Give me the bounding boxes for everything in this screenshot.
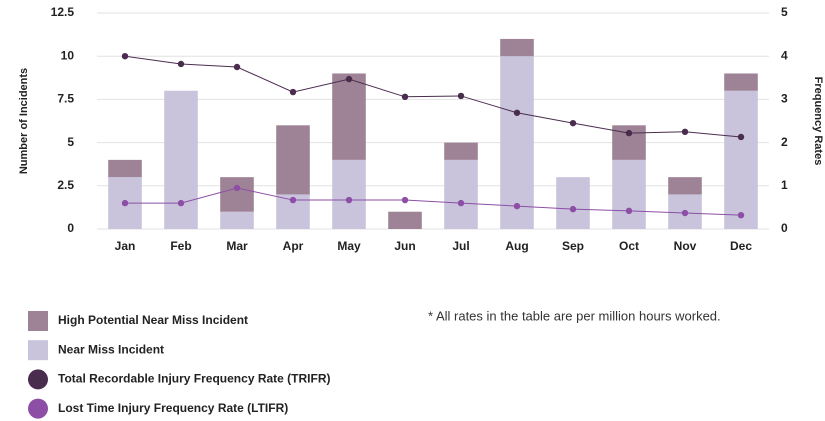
line-marker	[121, 199, 129, 207]
bar	[500, 56, 534, 230]
x-tick-label: Jul	[452, 239, 469, 253]
bar	[332, 73, 366, 160]
y-tick-label: 12.5	[51, 5, 75, 19]
line-marker	[681, 209, 689, 217]
bar	[556, 177, 590, 229]
y-axis-title: Number of Incidents	[18, 68, 30, 174]
bar	[612, 159, 646, 229]
line-marker	[401, 93, 409, 101]
legend-marker	[28, 369, 48, 390]
line-marker	[401, 196, 409, 204]
bar	[332, 159, 366, 229]
y-tick-label: 0	[67, 221, 74, 235]
line-marker	[121, 53, 129, 60]
y2-tick-label: 2	[781, 135, 788, 149]
line-marker	[737, 211, 745, 219]
line	[125, 187, 742, 216]
bar	[724, 90, 758, 229]
bar	[164, 90, 198, 229]
line-marker	[625, 207, 633, 215]
y-tick-label: 5	[67, 135, 74, 149]
y2-tick-label: 3	[781, 92, 788, 106]
line-marker	[457, 92, 465, 100]
bar	[500, 38, 534, 57]
x-tick-label: Dec	[730, 239, 752, 253]
line	[124, 55, 742, 138]
y2-axis-title: Frequency Rates	[812, 77, 824, 166]
x-tick-label: Oct	[619, 239, 639, 253]
y-tick-label: 10	[61, 48, 75, 62]
line-marker	[513, 202, 521, 210]
y-tick-label: 2.5	[57, 178, 74, 192]
line-marker	[289, 196, 297, 204]
x-tick-label: Apr	[283, 239, 304, 253]
y2-tick-label: 4	[781, 48, 788, 62]
y-tick-label: 7.5	[57, 92, 74, 106]
legend-label: High Potential Near Miss Incident	[58, 313, 248, 327]
bar	[724, 73, 758, 91]
x-tick-label: Jan	[115, 239, 136, 253]
line-marker	[737, 133, 745, 141]
line-marker	[569, 119, 577, 127]
y2-tick-label: 5	[781, 5, 788, 19]
legend-label: Near Miss Incident	[58, 342, 164, 356]
x-tick-label: Feb	[170, 239, 191, 253]
line-marker	[513, 109, 521, 116]
line-marker	[233, 63, 241, 71]
x-tick-label: Mar	[226, 239, 248, 253]
legend-label: Total Recordable Injury Frequency Rate (…	[58, 372, 330, 386]
legend-marker	[28, 398, 48, 419]
line-marker	[345, 75, 353, 83]
bar	[276, 125, 310, 195]
line-marker	[233, 184, 241, 192]
bar	[108, 159, 142, 178]
x-tick-label: Nov	[674, 239, 697, 253]
bar	[668, 177, 702, 195]
line-marker	[457, 199, 465, 207]
footnote: * All rates in the table are per million…	[428, 308, 721, 323]
bar	[220, 177, 254, 212]
y2-tick-label: 1	[781, 178, 788, 192]
line-marker	[177, 60, 185, 68]
line-marker	[569, 205, 577, 213]
line-marker	[625, 129, 633, 137]
x-tick-label: May	[337, 239, 361, 253]
legend-marker	[28, 340, 48, 361]
legend-label: Lost Time Injury Frequency Rate (LTIFR)	[58, 401, 288, 415]
line-marker	[345, 196, 353, 204]
y2-tick-label: 0	[781, 221, 788, 235]
x-tick-label: Sep	[562, 239, 584, 253]
bar	[444, 142, 478, 160]
x-tick-label: Jun	[394, 239, 415, 253]
legend-marker	[28, 311, 48, 331]
bar	[388, 211, 422, 229]
bar	[220, 211, 254, 229]
line-marker	[177, 199, 185, 207]
x-tick-label: Aug	[505, 239, 528, 253]
line-marker	[681, 128, 689, 135]
bar	[444, 159, 478, 229]
line-marker	[289, 88, 297, 96]
